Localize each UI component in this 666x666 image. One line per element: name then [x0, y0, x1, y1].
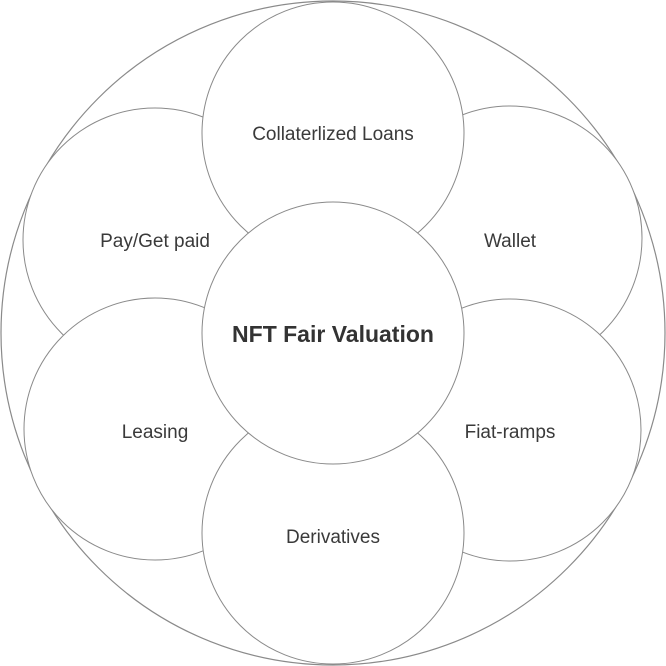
- satellite-label: Collaterlized Loans: [252, 124, 414, 145]
- satellite-label: Leasing: [122, 422, 189, 443]
- center-node: NFT Fair Valuation: [201, 201, 465, 465]
- center-circle: [201, 201, 465, 465]
- satellite-label: Derivatives: [286, 527, 380, 548]
- satellite-label: Wallet: [484, 231, 537, 252]
- center-label: NFT Fair Valuation: [232, 321, 434, 347]
- satellite-label: Pay/Get paid: [100, 231, 210, 252]
- satellite-label: Fiat-ramps: [465, 422, 556, 443]
